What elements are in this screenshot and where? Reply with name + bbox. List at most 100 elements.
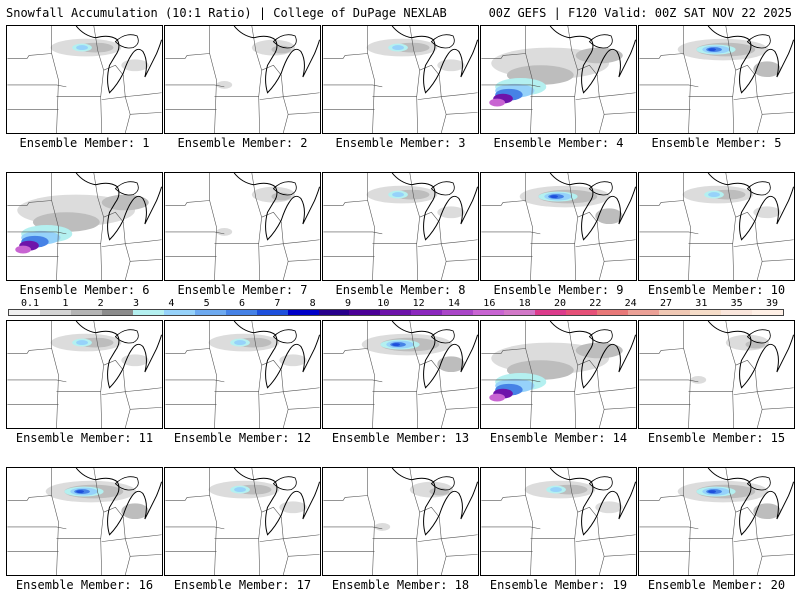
map-canvas (165, 26, 320, 133)
state-boundary (130, 112, 162, 115)
map-canvas (323, 173, 478, 280)
lake-superior-outline (114, 34, 139, 49)
legend-color-swatch (720, 310, 752, 315)
lake-superior-outline (588, 181, 613, 196)
state-boundary (56, 243, 102, 280)
state-boundary (323, 53, 368, 59)
ensemble-member-label: Ensemble Member: 8 (335, 283, 466, 297)
map-canvas (481, 321, 636, 428)
ensemble-member-label: Ensemble Member: 12 (173, 431, 312, 445)
ensemble-panel: Ensemble Member: 12 (164, 320, 321, 445)
legend-color-swatch (349, 310, 381, 315)
great-lakes-shoreline (391, 173, 478, 241)
state-boundary (372, 391, 418, 428)
state-boundary (130, 407, 162, 410)
state-boundary (417, 96, 447, 133)
great-lakes-shoreline (707, 468, 794, 536)
ensemble-panel: Ensemble Member: 1 (6, 25, 163, 150)
great-lakes-shoreline (233, 468, 320, 536)
state-boundary (259, 391, 289, 428)
state-boundary (56, 96, 102, 133)
ensemble-member-label: Ensemble Member: 6 (19, 283, 150, 297)
state-boundary (323, 84, 383, 88)
state-boundary (101, 538, 131, 575)
state-boundary (419, 211, 442, 244)
snowfall-map (638, 172, 795, 281)
state-boundary (7, 379, 67, 383)
state-boundary (367, 468, 375, 575)
state-boundary (530, 391, 576, 428)
legend-tick-label: 0.1 (20, 298, 40, 309)
state-boundary (165, 84, 225, 88)
legend-color-bar (8, 309, 784, 316)
legend-color-swatch (535, 310, 567, 315)
state-boundary (323, 200, 368, 206)
state-boundary (165, 53, 210, 59)
legend-tick-label: 16 (483, 298, 496, 309)
map-canvas (481, 173, 636, 280)
great-lakes-shoreline (707, 26, 794, 94)
state-boundary (683, 321, 691, 428)
lake-superior-outline (430, 181, 455, 196)
legend-color-swatch (194, 310, 226, 315)
state-boundary (639, 379, 699, 383)
snowfall-shading (595, 501, 623, 514)
state-boundary (51, 468, 59, 575)
legend-labels: 0.1 1 2 3 4 5 6 7 8 9 10 12 14 16 18 20 22 24 27 31 35 39 (8, 298, 784, 309)
snowfall-shading (216, 227, 233, 236)
snowfall-shading (595, 208, 623, 225)
state-boundary (259, 538, 289, 575)
state-boundary (417, 538, 447, 575)
ensemble-panel: Ensemble Member: 11 (6, 320, 163, 445)
ensemble-member-label: Ensemble Member: 15 (647, 431, 786, 445)
snowfall-shading (216, 80, 233, 89)
state-boundary (639, 84, 699, 88)
legend-color-swatch (566, 310, 598, 315)
great-lakes-shoreline (75, 468, 162, 536)
ensemble-panel: Ensemble Member: 20 (638, 467, 795, 592)
state-boundary (214, 538, 260, 575)
state-boundary (283, 534, 320, 539)
snowfall-shading (392, 343, 401, 347)
legend-color-swatch (287, 310, 319, 315)
state-boundary (103, 506, 126, 539)
state-boundary (481, 348, 526, 354)
snowfall-shading (690, 375, 707, 384)
state-boundary (446, 259, 478, 262)
lake-superior-outline (114, 476, 139, 491)
ensemble-member-label: Ensemble Member: 18 (331, 578, 470, 592)
map-canvas (7, 321, 162, 428)
legend-tick-label: 10 (377, 298, 390, 309)
ensemble-panel: Ensemble Member: 10 (638, 172, 795, 297)
ensemble-panel: Ensemble Member: 7 (164, 172, 321, 297)
state-boundary (441, 239, 478, 244)
legend-color-swatch (163, 310, 195, 315)
state-boundary (372, 538, 418, 575)
state-boundary (525, 468, 533, 575)
state-boundary (125, 534, 162, 539)
state-boundary (735, 64, 758, 97)
lake-superior-outline (746, 181, 771, 196)
state-boundary (165, 495, 210, 501)
snowfall-shading (437, 206, 465, 219)
state-boundary (209, 173, 217, 280)
lake-superior-outline (272, 476, 297, 491)
state-boundary (367, 26, 375, 133)
legend-color-swatch (597, 310, 629, 315)
state-boundary (688, 538, 734, 575)
state-boundary (481, 495, 526, 501)
ensemble-panel: Ensemble Member: 6 (6, 172, 163, 297)
map-canvas (639, 173, 794, 280)
state-boundary (683, 173, 691, 280)
great-lakes-shoreline (233, 321, 320, 389)
state-boundary (417, 243, 447, 280)
state-boundary (261, 64, 284, 97)
ensemble-member-label: Ensemble Member: 1 (19, 136, 150, 150)
state-boundary (604, 259, 636, 262)
state-boundary (604, 407, 636, 410)
snowfall-map (480, 25, 637, 134)
snowfall-map (322, 467, 479, 576)
snowfall-shading (121, 59, 149, 72)
legend-color-swatch (411, 310, 443, 315)
map-canvas (165, 321, 320, 428)
